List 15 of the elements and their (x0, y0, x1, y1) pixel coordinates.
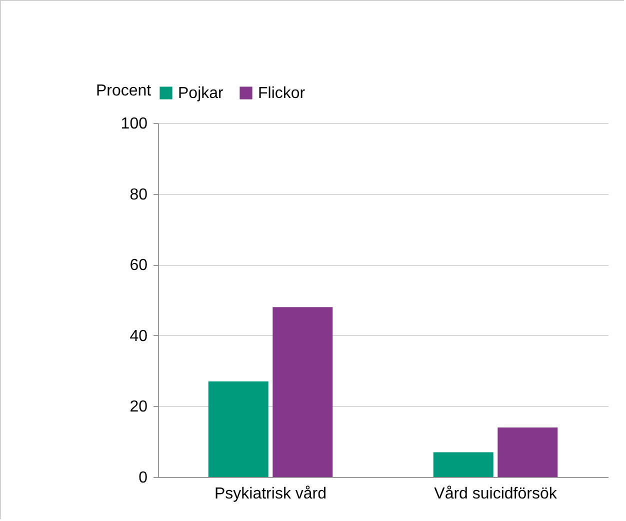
x-tick-label: Psykiatrisk vård (214, 486, 327, 502)
legend-label: Flickor (258, 85, 306, 102)
bar (433, 452, 494, 477)
y-axis-title: Procent (96, 82, 152, 100)
y-tick-label: 0 (138, 470, 148, 486)
y-tick-label: 40 (130, 328, 148, 345)
x-tick-label: Vård suicidförsök (434, 486, 558, 502)
bar (272, 307, 333, 477)
legend-label: Pojkar (178, 85, 224, 102)
bar (208, 381, 268, 477)
y-tick-label: 20 (130, 398, 148, 416)
y-tick-label: 80 (130, 186, 148, 204)
y-tick-label: 60 (130, 257, 148, 274)
bar (498, 427, 558, 477)
y-tick-label: 100 (120, 116, 148, 132)
